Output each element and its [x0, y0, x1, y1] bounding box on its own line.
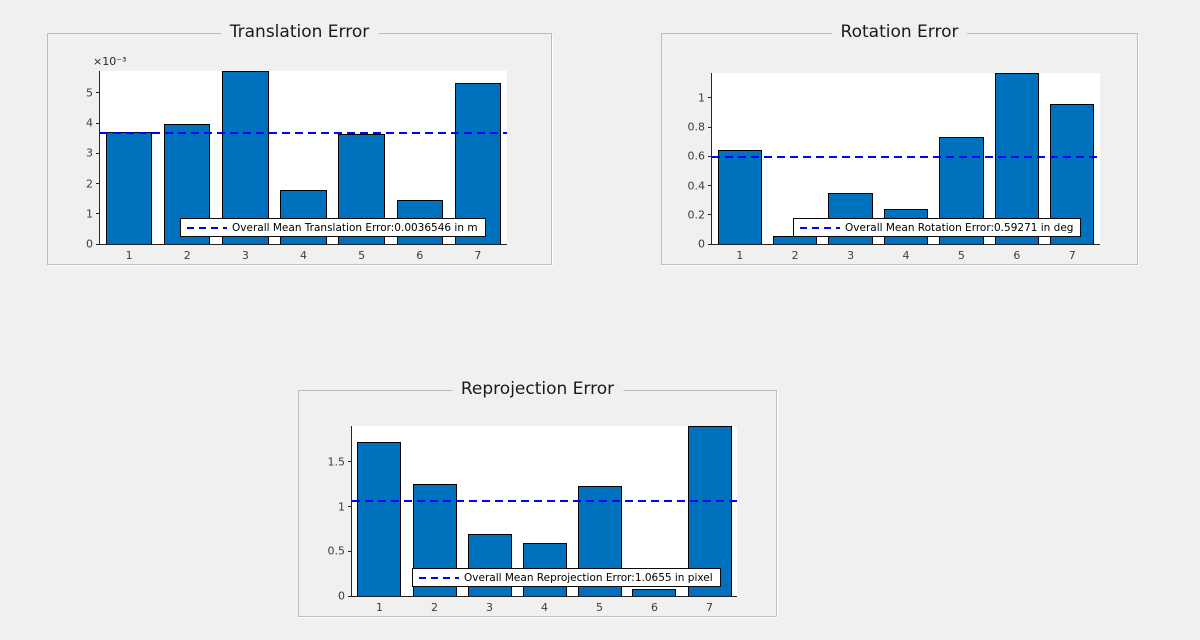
y-tick-label: 1: [698, 91, 705, 105]
x-tick-label: 1: [376, 601, 383, 614]
y-tick-label: 0: [338, 589, 345, 603]
legend-label: Overall Mean Reprojection Error:1.0655 i…: [464, 571, 713, 584]
x-tick-label: 4: [541, 601, 548, 614]
panel-title-reprojection: Reprojection Error: [451, 380, 624, 400]
y-tick-label: 1.5: [327, 455, 346, 469]
y-tick-label: 0: [698, 237, 705, 251]
x-tick-label: 4: [902, 249, 910, 262]
bar-7: [454, 82, 502, 244]
x-tick-label: 6: [1013, 249, 1021, 262]
bar-7: [687, 426, 732, 596]
y-tick-label: 0.6: [687, 149, 706, 163]
mean-dashed-line: [712, 156, 1100, 159]
legend-dashed-line-icon: [419, 576, 459, 579]
bar-2: [772, 235, 818, 244]
bar-1: [357, 442, 402, 596]
bar-3: [222, 71, 269, 244]
bar-1: [105, 132, 153, 244]
x-tick-label: 6: [416, 249, 424, 262]
x-tick-label: 6: [651, 601, 658, 614]
y-tick-label: 0: [86, 237, 93, 251]
x-tick-label: 2: [791, 249, 799, 262]
y-tick-label: 3: [86, 146, 93, 160]
y-tick-label: 0.5: [327, 544, 346, 558]
y-tick-label: 2: [86, 177, 93, 191]
x-tick-label: 1: [125, 249, 133, 262]
y-tick-label: 4: [86, 116, 93, 130]
legend-label: Overall Mean Translation Error:0.0036546…: [232, 221, 478, 234]
x-tick-label: 1: [736, 249, 744, 262]
panel-title-rotation: Rotation Error: [831, 23, 968, 43]
y-tick-label: 0.8: [687, 120, 706, 134]
y-tick-label: 0.2: [687, 208, 706, 222]
x-tick-label: 7: [706, 601, 713, 614]
panel-title-translation: Translation Error: [220, 23, 379, 43]
legend-dashed-line-icon: [800, 226, 840, 229]
x-tick-label: 2: [183, 249, 191, 262]
x-tick-label: 5: [957, 249, 965, 262]
x-tick-label: 7: [474, 249, 482, 262]
y-tick-label: 0.4: [687, 179, 706, 193]
legend-dashed-line-icon: [187, 226, 227, 229]
x-tick-label: 3: [486, 601, 493, 614]
panel-translation-error: Translation Error ×10⁻³ 0 1 2 3 4 5 1 2 3 4 5 6 7 O…: [47, 23, 552, 265]
y-tick-label: 1: [86, 207, 93, 221]
x-tick-label: 4: [300, 249, 307, 262]
bar-6: [632, 588, 677, 596]
x-tick-label: 5: [358, 249, 366, 262]
legend: Overall Mean Translation Error:0.0036546…: [180, 218, 486, 237]
panel-reprojection-error: Reprojection Error 0 0.5 1 1.5 1 2 3 4 5 6 7 Over…: [298, 380, 777, 617]
plot-area-reprojection: 0 0.5 1 1.5 1 2 3 4 5 6 7 Overall Mean Reprojecti…: [328, 426, 737, 614]
y-tick-label: 1: [338, 500, 345, 514]
bar-6: [994, 73, 1039, 244]
x-tick-label: 5: [596, 601, 603, 614]
y-tick-label: 5: [86, 86, 93, 100]
x-tick-label: 3: [847, 249, 855, 262]
x-tick-label: 7: [1068, 249, 1076, 262]
plot-area-rotation: 0 0.2 0.4 0.6 0.8 1 1 2 3 4 5 6 7 Overall Mean Rota…: [688, 73, 1100, 262]
panel-rotation-error: Rotation Error 0 0.2 0.4 0.6 0.8 1 1 2 3 4 5 6 7 Ov…: [661, 23, 1138, 265]
mean-dashed-line: [352, 499, 737, 502]
legend: Overall Mean Reprojection Error:1.0655 i…: [412, 568, 721, 587]
legend-label: Overall Mean Rotation Error:0.59271 in d…: [845, 221, 1074, 234]
legend: Overall Mean Rotation Error:0.59271 in d…: [793, 218, 1082, 237]
bar-1: [717, 150, 762, 244]
mean-dashed-line: [100, 132, 507, 135]
x-tick-label: 3: [241, 249, 249, 262]
x-tick-label: 2: [431, 601, 438, 614]
plot-area-translation: ×10⁻³ 0 1 2 3 4 5 1 2 3 4 5 6 7 Overall Mean Transl…: [86, 55, 507, 262]
y-axis-exponent-label: ×10⁻³: [93, 55, 127, 68]
